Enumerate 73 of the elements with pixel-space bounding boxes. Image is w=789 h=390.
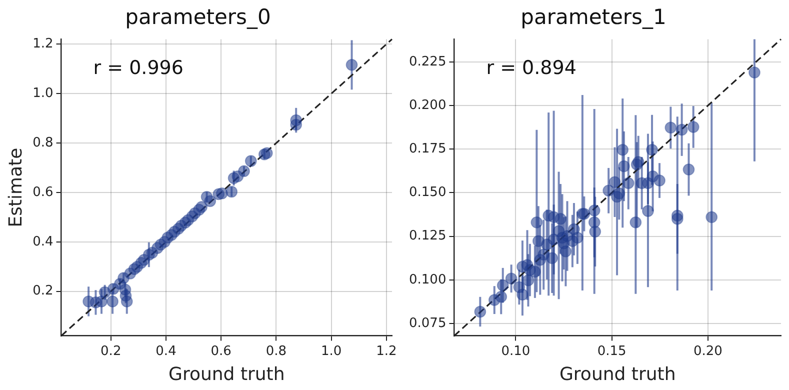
point xyxy=(613,187,626,200)
point xyxy=(671,212,684,225)
point xyxy=(630,216,642,228)
x-tick-label: 0.4 xyxy=(156,344,176,359)
y-tick-label: 0.2 xyxy=(32,284,54,299)
point xyxy=(540,238,553,251)
y-axis-title: Estimate xyxy=(5,148,26,228)
point xyxy=(495,290,508,303)
point xyxy=(193,204,206,216)
y-tick-label: 0.225 xyxy=(409,54,446,70)
y-tick-label: 0.6 xyxy=(32,184,54,200)
y-tick-label: 0.8 xyxy=(32,135,54,150)
y-tick-label: 0.200 xyxy=(409,98,446,113)
y-tick-label: 0.175 xyxy=(409,141,446,156)
point xyxy=(687,120,700,133)
x-tick-label: 0.8 xyxy=(266,344,287,359)
y-tick-label: 0.125 xyxy=(409,228,446,244)
point xyxy=(706,211,718,224)
x-tick-label: 0.10 xyxy=(501,344,530,359)
point xyxy=(589,226,602,238)
point xyxy=(260,147,273,160)
point xyxy=(496,279,509,292)
y-tick-label: 0.150 xyxy=(409,185,446,200)
point xyxy=(474,306,486,318)
y-tick-label: 0.100 xyxy=(409,272,446,288)
y-tick-label: 0.4 xyxy=(32,234,54,250)
point xyxy=(622,177,634,190)
x-tick-label: 1.2 xyxy=(376,344,397,359)
point xyxy=(530,216,543,228)
point xyxy=(608,176,621,188)
point xyxy=(505,272,518,285)
x-tick-label: 0.6 xyxy=(210,344,232,359)
x-tick-label: 1.0 xyxy=(321,344,342,359)
point xyxy=(516,288,528,301)
y-tick-label: 1.2 xyxy=(32,36,54,52)
annotation: r = 0.894 xyxy=(486,57,576,80)
point xyxy=(571,232,584,244)
point xyxy=(646,144,658,156)
y-tick-label: 0.075 xyxy=(409,316,446,331)
x-axis-title: Ground truth xyxy=(559,364,676,385)
point xyxy=(654,174,666,187)
point xyxy=(682,164,695,176)
point xyxy=(560,245,572,258)
point xyxy=(676,124,688,136)
point xyxy=(186,210,198,222)
point xyxy=(748,66,760,79)
point xyxy=(524,264,536,276)
x-tick-label: 0.20 xyxy=(693,344,722,359)
x-axis-title: Ground truth xyxy=(168,364,285,385)
y-tick-label: 1.0 xyxy=(32,86,54,101)
point xyxy=(216,187,228,200)
point xyxy=(616,144,629,156)
x-tick-label: 0.2 xyxy=(100,344,122,359)
annotation: r = 0.996 xyxy=(93,57,184,80)
point xyxy=(146,246,158,259)
x-tick-label: 0.15 xyxy=(597,344,626,359)
point xyxy=(522,274,534,286)
point xyxy=(588,204,600,217)
point xyxy=(158,236,171,248)
chart-title: parameters_0 xyxy=(125,5,271,30)
point xyxy=(618,160,630,172)
point xyxy=(346,58,358,71)
chart-title: parameters_1 xyxy=(520,5,666,30)
point xyxy=(642,205,654,218)
point xyxy=(244,155,257,168)
point xyxy=(135,256,148,269)
point xyxy=(106,295,119,308)
point xyxy=(534,254,546,266)
point xyxy=(232,170,244,182)
point xyxy=(664,122,677,134)
point xyxy=(546,252,558,264)
point xyxy=(204,195,216,208)
point xyxy=(554,212,567,225)
